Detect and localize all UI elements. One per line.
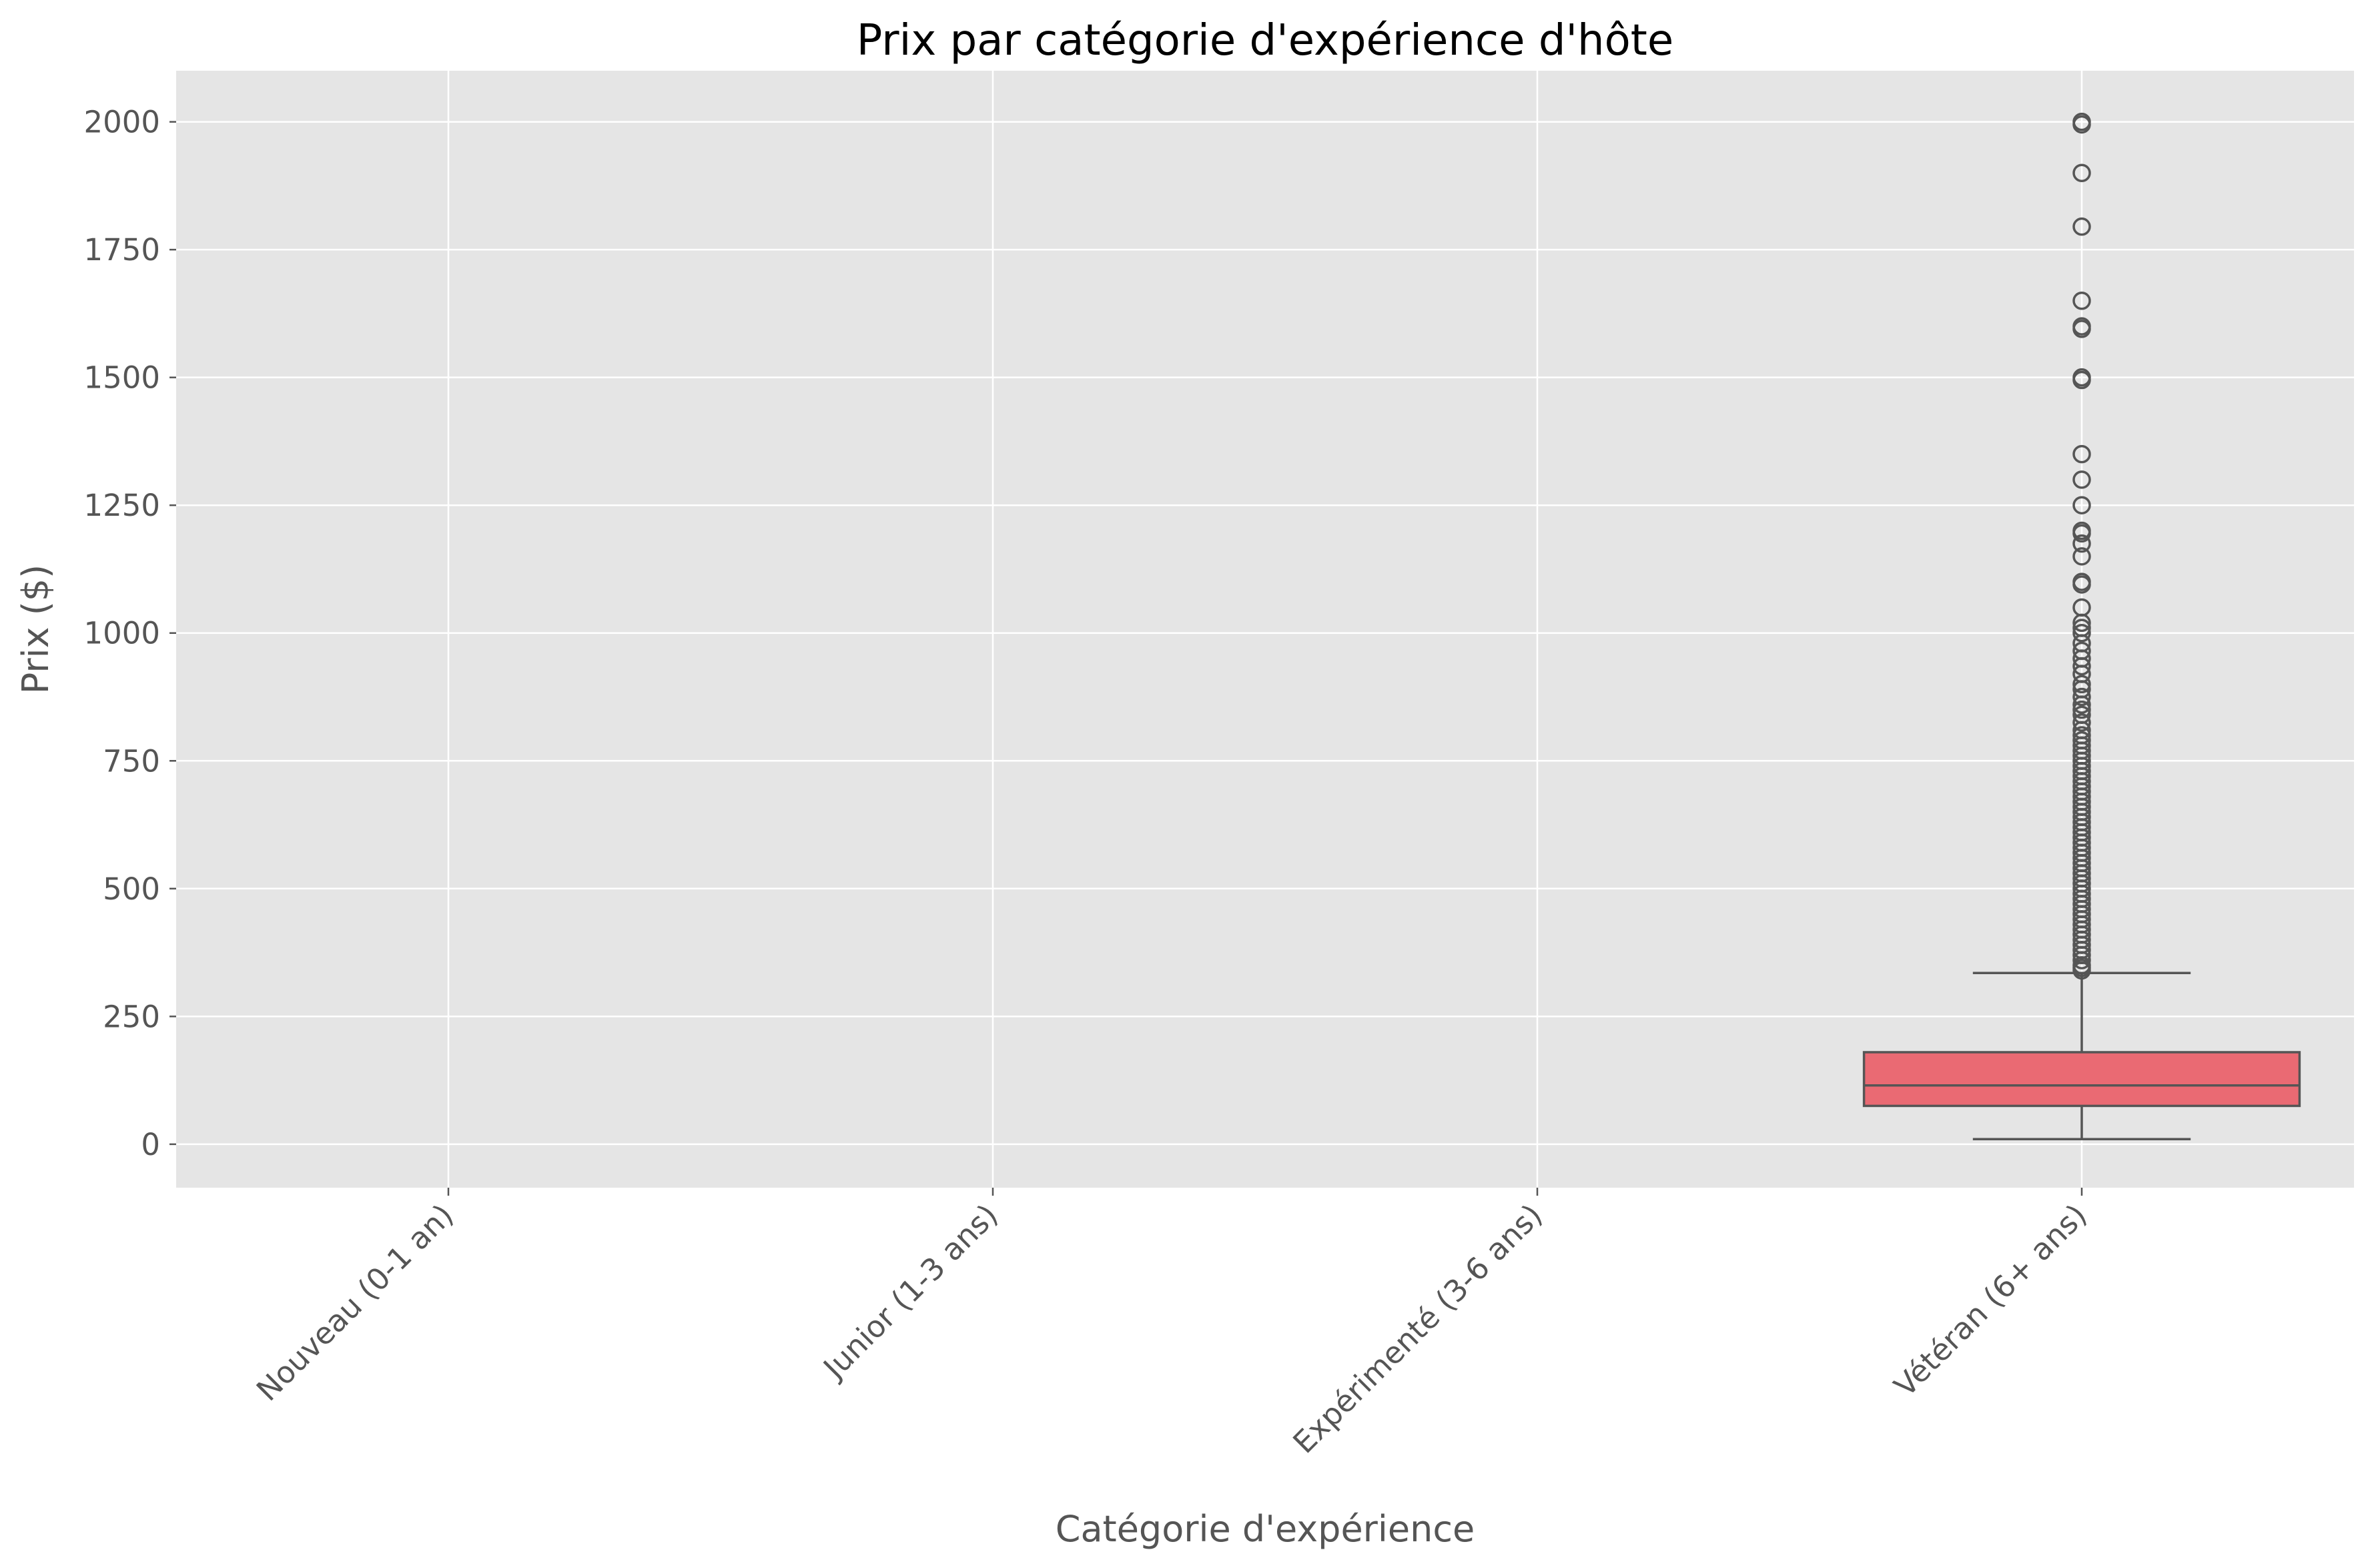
outlier-point xyxy=(2072,687,2091,707)
outlier-point xyxy=(2072,575,2091,594)
y-tick-label: 1000 xyxy=(83,616,160,651)
outlier-point xyxy=(2072,700,2091,719)
outlier-point xyxy=(2072,713,2091,732)
y-tick-label: 1250 xyxy=(83,488,160,523)
grid-lines xyxy=(176,71,2354,1188)
y-tick-label: 0 xyxy=(141,1127,160,1162)
x-axis-label: Catégorie d'expérience xyxy=(1056,1508,1475,1550)
outlier-point xyxy=(2072,470,2091,489)
boxes xyxy=(1862,112,2301,1140)
y-tick-label: 1500 xyxy=(83,360,160,396)
outlier-point xyxy=(2072,695,2091,714)
outlier-point xyxy=(2072,613,2091,633)
y-tick-label: 500 xyxy=(103,871,160,907)
outlier-point xyxy=(2072,524,2091,543)
outlier-point xyxy=(2072,547,2091,566)
outlier-point xyxy=(2072,292,2091,310)
y-tick-label: 2000 xyxy=(83,105,160,140)
outlier-point xyxy=(2072,657,2091,676)
chart-title: Prix par catégorie d'expérience d'hôte xyxy=(857,16,1673,65)
box-group xyxy=(1862,112,2301,1140)
outlier-point xyxy=(2072,496,2091,514)
outlier-point xyxy=(2072,951,2091,969)
outlier-point xyxy=(2072,320,2091,338)
outlier-point xyxy=(2072,534,2091,553)
outlier-point xyxy=(2072,444,2091,464)
outlier-point xyxy=(2072,961,2091,980)
outlier-point xyxy=(2072,370,2091,390)
y-axis-ticks: 0 250 500 750 1000 1250 1500 1750 2000 xyxy=(83,105,176,1162)
y-tick-label: 750 xyxy=(103,743,160,779)
outlier-point xyxy=(2072,115,2091,134)
y-tick-label: 250 xyxy=(103,999,160,1034)
outlier-point xyxy=(2072,163,2091,182)
iqr-box xyxy=(1862,1051,2301,1108)
y-tick-label: 1750 xyxy=(83,232,160,268)
outlier-point xyxy=(2072,623,2091,643)
outlier-point xyxy=(2072,217,2091,236)
y-axis-label: Prix ($) xyxy=(15,564,57,694)
outlier-point xyxy=(2072,675,2091,694)
plot-area xyxy=(176,71,2354,1188)
